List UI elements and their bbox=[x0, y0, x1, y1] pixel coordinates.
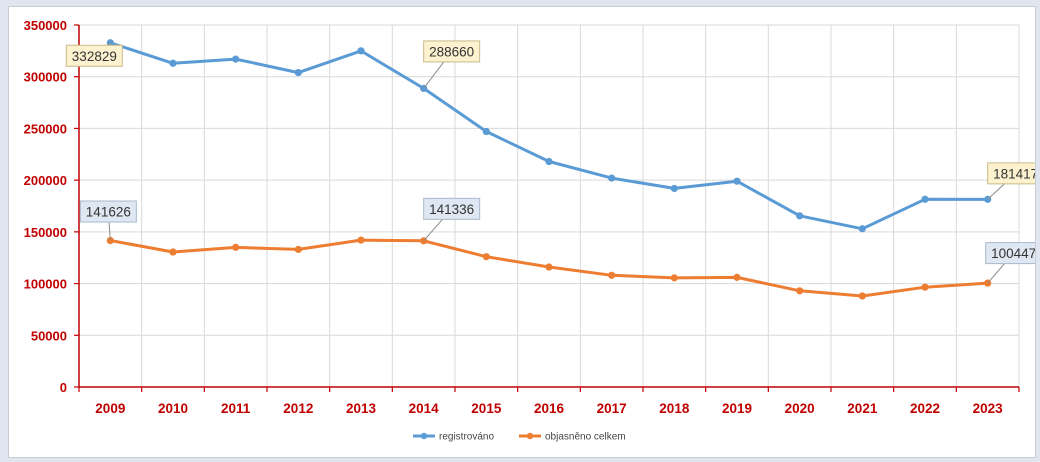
data-point bbox=[482, 253, 490, 261]
data-point bbox=[357, 47, 365, 55]
data-point bbox=[169, 59, 177, 67]
data-point bbox=[232, 55, 240, 63]
y-tick-label: 0 bbox=[60, 380, 67, 395]
y-tick-label: 150000 bbox=[24, 225, 67, 240]
data-point bbox=[796, 212, 804, 220]
axis-layer: 0 50000 100000 150000 200000 250000 300000 3500… bbox=[24, 18, 1020, 416]
data-point bbox=[608, 174, 616, 182]
y-tick-label: 300000 bbox=[24, 70, 67, 85]
y-tick-label: 50000 bbox=[31, 328, 67, 343]
x-tick-label: 2022 bbox=[910, 401, 940, 416]
data-label-box bbox=[79, 200, 137, 223]
data-label-box bbox=[987, 162, 1035, 185]
data-point bbox=[733, 273, 741, 281]
legend: registrováno objasněno celkem bbox=[413, 432, 626, 443]
data-label: 141626 bbox=[86, 205, 131, 220]
data-label: 288660 bbox=[429, 44, 474, 59]
data-point bbox=[294, 245, 302, 254]
data-point bbox=[733, 177, 741, 185]
y-tick-label: 350000 bbox=[24, 18, 67, 33]
x-tick-label: 2016 bbox=[534, 401, 565, 416]
x-tick-label: 2013 bbox=[346, 401, 377, 416]
legend-swatch-marker bbox=[420, 432, 428, 440]
x-tick-label: 2015 bbox=[471, 401, 502, 416]
line-chart: 0 50000 100000 150000 200000 250000 300000 3500… bbox=[24, 18, 1035, 443]
data-point bbox=[796, 287, 804, 295]
series-layer bbox=[106, 39, 992, 300]
legend-label: registrováno bbox=[439, 432, 494, 443]
x-tick-label: 2012 bbox=[283, 401, 313, 416]
callout-layer: 332829 288660 181417 141626 141336 100447 bbox=[65, 40, 1035, 284]
x-tick-label: 2019 bbox=[722, 401, 752, 416]
data-point bbox=[858, 292, 866, 300]
data-label-box bbox=[65, 44, 123, 67]
legend-swatch-marker bbox=[526, 432, 534, 440]
series-line-0 bbox=[109, 41, 988, 231]
data-label: 181417 bbox=[993, 166, 1035, 181]
x-tick-label: 2018 bbox=[659, 401, 690, 416]
x-tick-label: 2014 bbox=[409, 401, 440, 416]
x-tick-label: 2023 bbox=[973, 401, 1004, 416]
data-point bbox=[545, 263, 553, 271]
x-tick-label: 2009 bbox=[95, 401, 125, 416]
data-label-box bbox=[423, 197, 481, 220]
x-tick-label: 2021 bbox=[847, 401, 878, 416]
x-tick-label: 2017 bbox=[597, 401, 627, 416]
data-point bbox=[545, 157, 553, 166]
data-point bbox=[858, 225, 866, 233]
data-point bbox=[482, 127, 490, 136]
data-label-box bbox=[985, 242, 1035, 265]
data-point bbox=[232, 243, 240, 251]
data-label-box bbox=[423, 40, 481, 63]
data-point bbox=[921, 195, 929, 203]
x-tick-label: 2011 bbox=[221, 401, 251, 416]
data-point bbox=[608, 271, 616, 279]
data-point bbox=[169, 248, 177, 256]
data-point bbox=[921, 283, 929, 291]
data-point bbox=[294, 68, 302, 77]
data-point bbox=[670, 184, 678, 193]
legend-label: objasněno celkem bbox=[545, 432, 626, 443]
grid-layer bbox=[78, 24, 1020, 387]
data-point bbox=[357, 236, 365, 244]
y-tick-label: 250000 bbox=[24, 121, 67, 136]
y-tick-label: 200000 bbox=[24, 173, 67, 188]
data-point bbox=[670, 274, 678, 282]
chart-frame: 0 50000 100000 150000 200000 250000 300000 3500… bbox=[8, 6, 1036, 458]
data-label: 100447 bbox=[991, 246, 1035, 261]
data-label: 141336 bbox=[429, 202, 474, 217]
x-tick-label: 2010 bbox=[158, 401, 188, 416]
y-tick-label: 100000 bbox=[24, 277, 67, 292]
data-label: 332829 bbox=[72, 49, 117, 64]
x-tick-label: 2020 bbox=[785, 401, 815, 416]
